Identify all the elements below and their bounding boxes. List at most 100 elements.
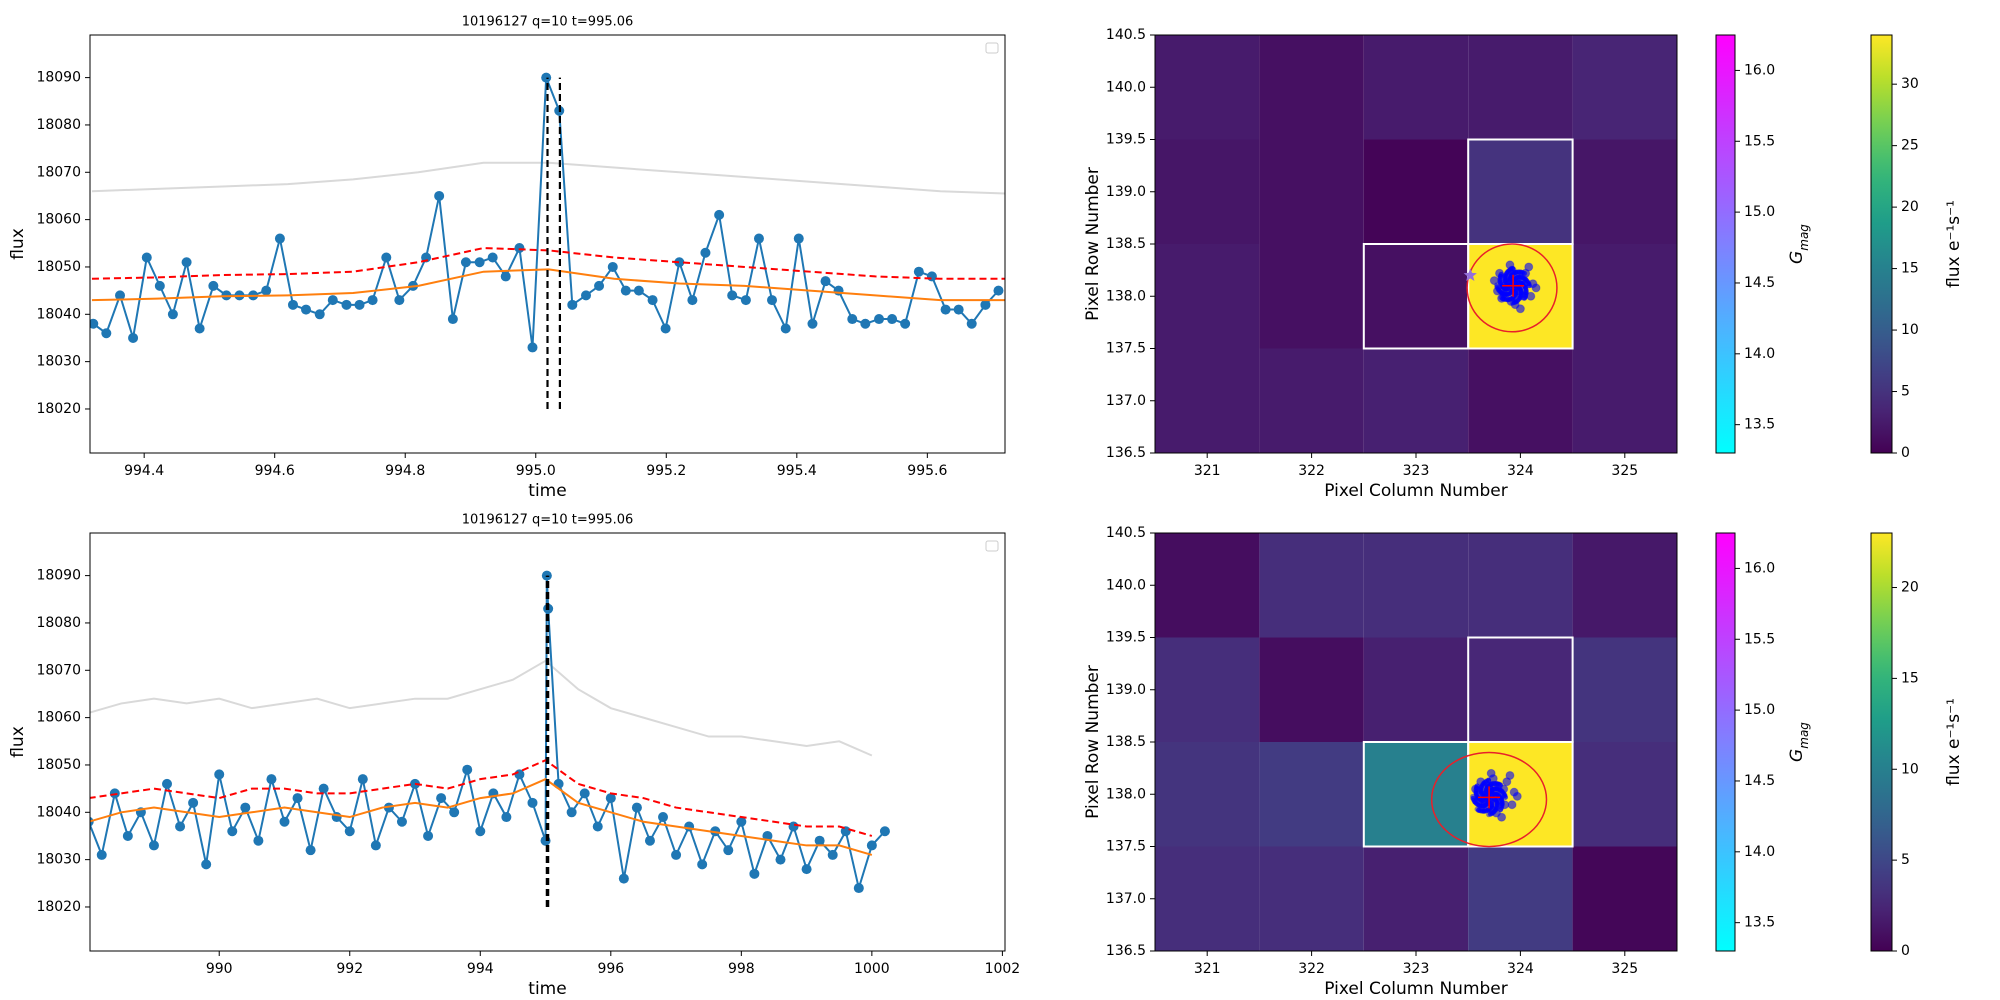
colorbar-tick-label: 10 <box>1901 322 1919 338</box>
pixel-cell <box>1155 533 1260 638</box>
data-point <box>214 769 225 780</box>
pixel-cell <box>1572 637 1677 742</box>
data-point <box>287 299 298 310</box>
y-tick-label: 18090 <box>36 568 81 584</box>
data-point <box>671 849 682 860</box>
pixel-cell <box>1468 35 1573 140</box>
data-point <box>500 271 511 282</box>
y-tick-label: 139.5 <box>1106 630 1146 646</box>
pixel-cell <box>1363 846 1469 951</box>
y-tick-label: 18080 <box>36 117 81 133</box>
plot-area <box>90 570 890 907</box>
y-tick-label: 137.0 <box>1106 393 1146 409</box>
colorbar-tick-label: 15.5 <box>1744 631 1775 647</box>
x-tick-label: 995.2 <box>646 463 686 479</box>
pixel-cell <box>1259 533 1364 638</box>
data-point <box>633 285 644 296</box>
y-tick-label: 140.0 <box>1106 79 1146 95</box>
x-tick-label: 321 <box>1194 961 1221 977</box>
centroid-point <box>1524 262 1534 272</box>
data-point <box>436 793 447 804</box>
data-point <box>115 290 126 301</box>
data-point <box>827 849 838 860</box>
data-point <box>940 304 951 315</box>
legend-box <box>985 540 999 552</box>
colorbar-tick-label: 5 <box>1901 852 1910 868</box>
x-tick-label: 324 <box>1507 961 1534 977</box>
pixel-cell <box>1468 348 1573 453</box>
x-tick-label: 992 <box>336 961 363 977</box>
data-point <box>767 295 778 306</box>
pixel-cell <box>1155 846 1260 951</box>
pixel-cell <box>1155 139 1260 244</box>
data-point <box>697 859 708 870</box>
pixel-cell <box>1259 348 1364 453</box>
colorbar-label: flux e⁻¹s⁻¹ <box>1944 698 1964 786</box>
data-point <box>820 276 831 287</box>
data-point <box>658 812 669 823</box>
data-point <box>396 816 407 827</box>
y-tick-label: 18040 <box>36 306 81 322</box>
pixel-cell <box>1572 139 1677 244</box>
colorbar-tick-label: 15 <box>1901 670 1919 686</box>
aperture-ellipse <box>1430 751 1548 848</box>
x-tick-label: 325 <box>1611 463 1638 479</box>
x-tick-label: 994.8 <box>385 463 425 479</box>
data-point <box>833 285 844 296</box>
pixel-cell <box>1363 348 1469 453</box>
data-point <box>96 849 107 860</box>
colorbar-tick-label: 15 <box>1901 261 1919 277</box>
pixel-cell <box>1468 637 1573 742</box>
data-point <box>227 826 238 837</box>
colorbar-label: Gmag <box>1787 224 1811 264</box>
data-point <box>684 821 695 832</box>
colorbar-tick-label: 20 <box>1901 580 1919 596</box>
colorbar-tick-label: 5 <box>1901 384 1910 400</box>
x-tick-label: 323 <box>1403 463 1430 479</box>
pixel-cell <box>1363 637 1469 742</box>
x-tick-label: 994.6 <box>255 463 295 479</box>
data-point <box>860 318 871 329</box>
centroid-point <box>1507 800 1517 810</box>
data-point <box>807 318 818 329</box>
data-point <box>644 835 655 846</box>
centroid-point <box>1512 791 1522 801</box>
y-tick-label: 138.0 <box>1106 786 1146 802</box>
data-point <box>381 252 392 263</box>
legend-box <box>985 42 999 54</box>
data-point <box>566 807 577 818</box>
pixel-cell <box>1155 742 1260 847</box>
x-tick-label: 990 <box>206 961 233 977</box>
y-tick-label: 138.5 <box>1106 236 1146 252</box>
y-tick-label: 18080 <box>36 615 81 631</box>
data-point <box>714 209 725 220</box>
y-tick-label: 18070 <box>36 662 81 678</box>
data-point <box>749 868 760 879</box>
series-line <box>90 575 886 892</box>
colorbar-tick-label: 14.0 <box>1744 346 1775 362</box>
data-point <box>266 774 277 785</box>
x-axis-label: Pixel Column Number <box>1324 481 1508 501</box>
centroid-point <box>1486 768 1496 778</box>
x-tick-label: 324 <box>1507 463 1534 479</box>
data-point <box>553 778 564 789</box>
axes-frame <box>89 532 1006 952</box>
pixel-cell <box>1155 637 1260 742</box>
data-point <box>162 778 173 789</box>
pixel-cell <box>1572 533 1677 638</box>
data-point <box>318 783 329 794</box>
data-point <box>128 332 139 343</box>
x-axis-label: Pixel Column Number <box>1324 979 1508 999</box>
data-point <box>367 295 378 306</box>
colorbar-label-sub: mag <box>1797 224 1811 251</box>
target-marker <box>1478 786 1501 809</box>
data-point <box>607 261 618 272</box>
data-point <box>421 252 432 263</box>
data-point <box>527 342 538 353</box>
series-line <box>92 77 1000 348</box>
colorbar-tick-label: 0 <box>1901 445 1910 461</box>
data-point <box>913 266 924 277</box>
data-point <box>175 821 186 832</box>
data-point <box>723 845 734 856</box>
y-axis-label: flux <box>8 726 28 758</box>
